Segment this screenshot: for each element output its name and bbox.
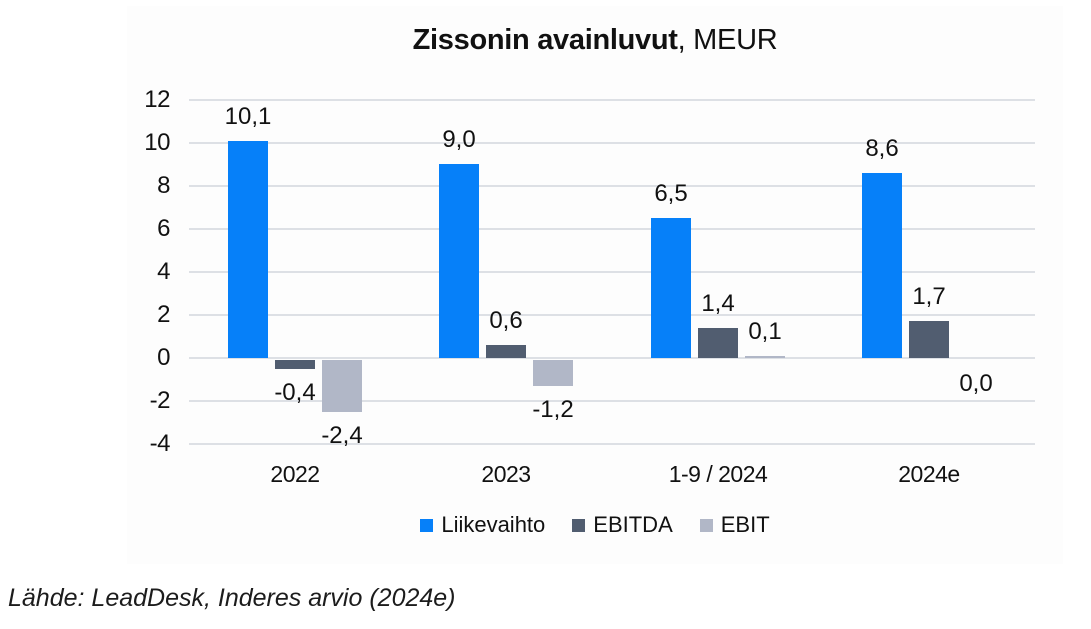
y-tick-label: -4 xyxy=(149,430,171,457)
legend-swatch-icon xyxy=(572,518,586,532)
x-axis-label-2023: 2023 xyxy=(481,461,531,487)
value-label-ebitda-2023: 0,6 xyxy=(489,307,523,334)
bar-liikevaihto-2022 xyxy=(228,141,268,358)
value-label-ebit-2024e: 0,0 xyxy=(959,370,993,397)
value-label-liikevaihto-2022: 10,1 xyxy=(224,103,272,130)
value-label-liikevaihto-2023: 9,0 xyxy=(442,126,476,153)
legend-label: EBITDA xyxy=(593,512,673,537)
value-label-ebitda-2024e: 1,7 xyxy=(912,283,946,310)
y-tick-label: 6 xyxy=(157,215,170,242)
gridline-y-2 xyxy=(189,314,1035,316)
x-axis-label-1-9-2024: 1-9 / 2024 xyxy=(668,461,768,487)
legend-label: EBIT xyxy=(720,512,770,537)
legend-label: Liikevaihto xyxy=(441,512,546,537)
gridline-y-10 xyxy=(189,142,1035,144)
gridline-y-4 xyxy=(189,271,1035,273)
bar-ebit-1-9-2024 xyxy=(745,356,785,358)
y-tick-label: 4 xyxy=(157,258,170,285)
bar-ebitda-1-9-2024 xyxy=(698,328,738,358)
y-tick-label: 2 xyxy=(157,301,170,328)
value-label-ebit-1-9-2024: 0,1 xyxy=(748,318,782,345)
value-label-ebit-2023: -1,2 xyxy=(532,396,574,423)
y-tick-label: 12 xyxy=(144,86,170,113)
bar-liikevaihto-1-9-2024 xyxy=(651,218,691,358)
gridline-y-neg4 xyxy=(189,443,1035,445)
legend-swatch-icon xyxy=(420,518,434,532)
bar-ebitda-2023 xyxy=(486,345,526,358)
legend-swatch-icon xyxy=(699,518,713,532)
value-label-ebit-2022: -2,4 xyxy=(321,422,363,449)
gridline-y-8 xyxy=(189,185,1035,187)
value-label-ebitda-2022: -0,4 xyxy=(274,379,316,406)
legend: Liikevaihto EBITDA EBIT xyxy=(127,512,1063,538)
chart-title-unit: , MEUR xyxy=(677,24,778,56)
bar-ebitda-2024e xyxy=(909,321,949,358)
value-label-liikevaihto-1-9-2024: 6,5 xyxy=(654,180,688,207)
bar-liikevaihto-2023 xyxy=(439,164,479,358)
source-note: Lähde: LeadDesk, Inderes arvio (2024e) xyxy=(8,584,456,612)
y-tick-label: 10 xyxy=(144,129,170,156)
value-label-liikevaihto-2024e: 8,6 xyxy=(865,135,899,162)
gridline-y-6 xyxy=(189,228,1035,230)
bar-ebitda-2022 xyxy=(275,360,315,369)
x-axis-label-2022: 2022 xyxy=(270,461,320,487)
value-label-ebitda-1-9-2024: 1,4 xyxy=(701,290,735,317)
legend-item-ebit: EBIT xyxy=(699,512,770,538)
chart-title-main: Zissonin avainluvut xyxy=(412,24,678,56)
y-tick-label: 8 xyxy=(157,172,170,199)
bar-liikevaihto-2024e xyxy=(862,173,902,358)
gridline-y-12 xyxy=(189,99,1035,101)
gridline-y-0 xyxy=(189,357,1035,359)
bar-ebit-2023 xyxy=(533,360,573,386)
y-tick-label: 0 xyxy=(157,344,170,371)
gridline-y-neg2 xyxy=(189,400,1035,402)
legend-item-ebitda: EBITDA xyxy=(572,512,673,538)
y-tick-label: -2 xyxy=(149,387,171,414)
x-axis-label-2024e: 2024e xyxy=(898,461,960,487)
chart-title: Zissonin avainluvut, MEUR xyxy=(127,24,1063,57)
bar-ebit-2022 xyxy=(322,360,362,412)
legend-item-liikevaihto: Liikevaihto xyxy=(420,512,545,538)
